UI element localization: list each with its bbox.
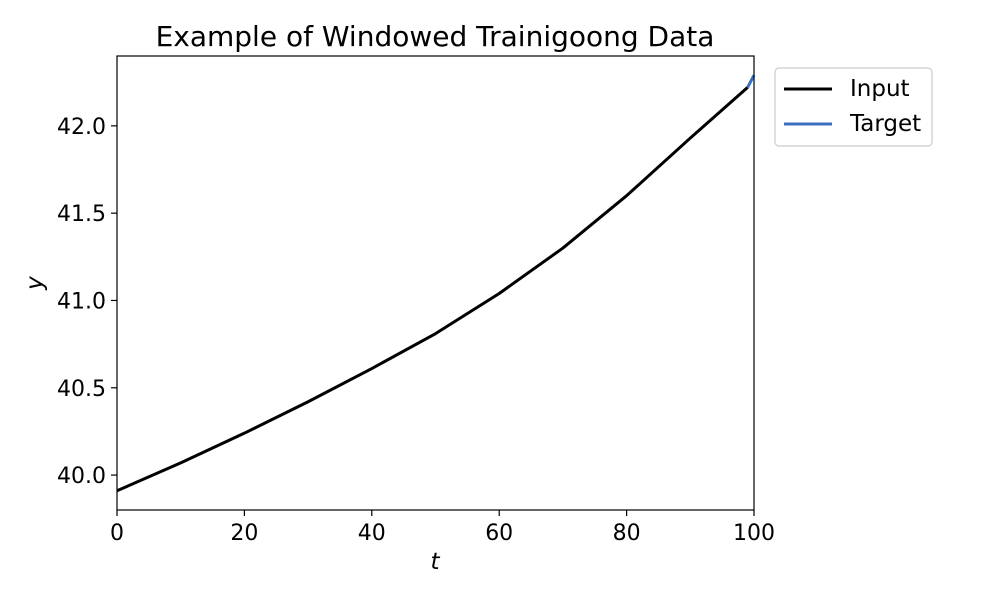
x-axis: 0 20 40 60 80 100 (110, 510, 775, 546)
series-line-target (746, 74, 756, 89)
chart-title: Example of Windowed Trainigoong Data (156, 20, 715, 53)
x-tick-label: 60 (485, 521, 513, 546)
series-layer (116, 74, 756, 493)
y-tick-label: 42.0 (57, 115, 106, 140)
x-tick-label: 80 (613, 521, 641, 546)
x-tick-label: 40 (358, 521, 386, 546)
y-tick-label: 41.0 (57, 289, 106, 314)
legend-label-target: Target (849, 111, 921, 137)
y-tick-label: 41.5 (57, 202, 106, 227)
x-tick-label: 0 (110, 521, 124, 546)
y-tick-label: 40.0 (57, 464, 106, 489)
x-tick-label: 100 (733, 521, 775, 546)
series-line-input (116, 86, 749, 493)
x-tick-label: 20 (230, 521, 258, 546)
y-tick-label: 40.5 (57, 377, 106, 402)
plot-frame (116, 55, 755, 511)
y-axis: 40.0 40.5 41.0 41.5 42.0 (57, 115, 117, 489)
x-axis-label: t (430, 549, 440, 575)
legend: Input Target (774, 67, 933, 147)
y-axis-label: y (22, 276, 48, 291)
legend-label-input: Input (850, 76, 910, 102)
